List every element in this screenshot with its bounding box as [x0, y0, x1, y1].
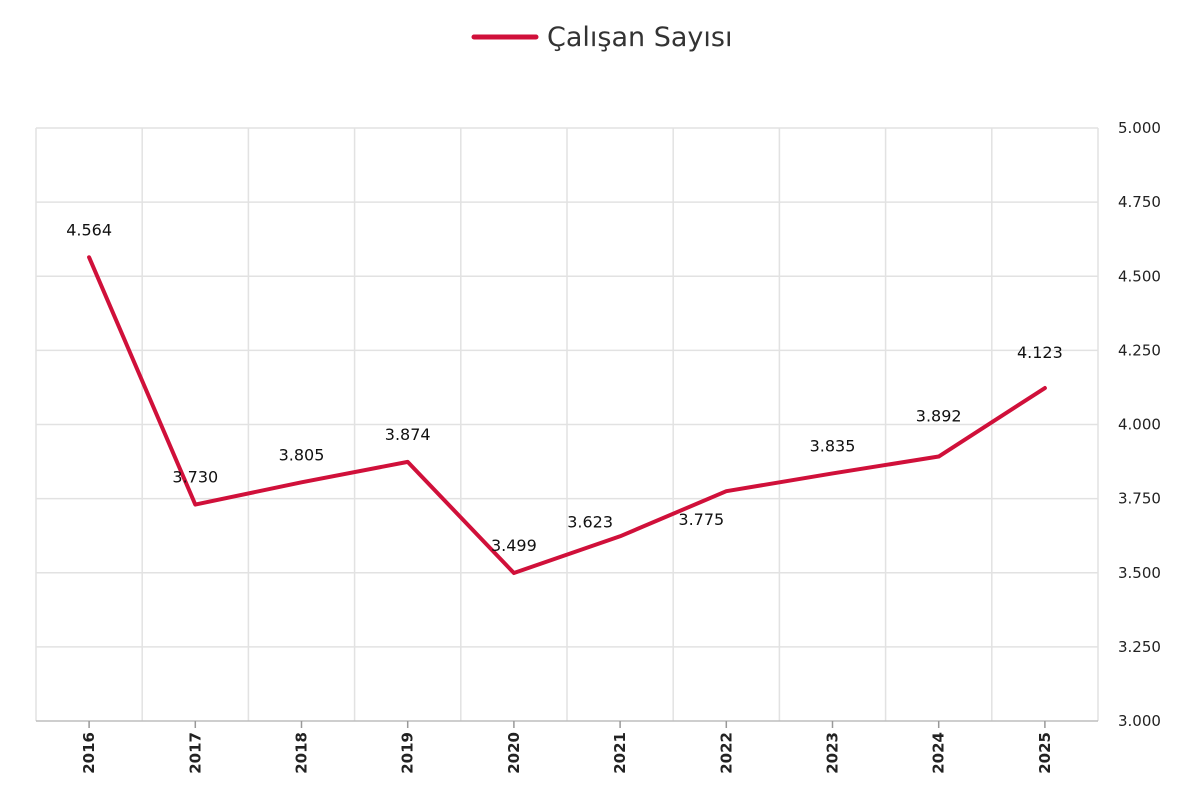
- data-labels: 4.564 3.730 3.805 3.874 3.499 3.623 3.775 3.835…: [66, 220, 1063, 555]
- x-tick-label: 2017: [186, 732, 204, 774]
- legend[interactable]: Çalışan Sayısı: [471, 22, 732, 53]
- y-tick-label: 3.250: [1118, 638, 1161, 656]
- axes: 2016 2017 2018 2019 2020 2021 2022 2023 2024 2025…: [36, 119, 1161, 774]
- legend-label: Çalışan Sayısı: [547, 22, 732, 53]
- data-label: 3.805: [279, 445, 325, 464]
- y-tick-label: 4.500: [1118, 267, 1161, 285]
- y-tick-label: 4.750: [1118, 193, 1161, 211]
- y-tick-label: 4.250: [1118, 341, 1161, 359]
- data-label: 3.499: [491, 536, 537, 555]
- data-label: 3.623: [567, 512, 613, 531]
- y-tick-label: 3.500: [1118, 564, 1161, 582]
- y-tick-label: 3.000: [1118, 712, 1161, 730]
- series-layer: [87, 255, 1047, 576]
- x-tick-label: 2018: [293, 732, 311, 774]
- series-line: [87, 255, 1047, 576]
- x-tick-label: 2021: [611, 732, 629, 774]
- x-tick-label: 2019: [399, 732, 417, 774]
- data-label: 3.892: [916, 407, 962, 426]
- x-tick-label: 2020: [505, 732, 523, 774]
- x-tick-label: 2025: [1036, 732, 1054, 774]
- data-label: 3.775: [678, 510, 724, 529]
- x-tick-label: 2016: [80, 732, 98, 774]
- x-tick-label: 2022: [717, 732, 735, 774]
- x-tick-label: 2024: [930, 732, 948, 774]
- y-tick-label: 4.000: [1118, 416, 1161, 434]
- data-label: 4.123: [1017, 343, 1063, 362]
- y-tick-label: 3.750: [1118, 490, 1161, 508]
- data-label: 3.835: [810, 436, 856, 455]
- data-label: 4.564: [66, 220, 112, 239]
- data-label: 3.874: [385, 425, 431, 444]
- y-tick-label: 5.000: [1118, 119, 1161, 137]
- data-label: 3.730: [172, 468, 218, 487]
- grid: [35, 127, 1099, 721]
- x-tick-label: 2023: [824, 732, 842, 774]
